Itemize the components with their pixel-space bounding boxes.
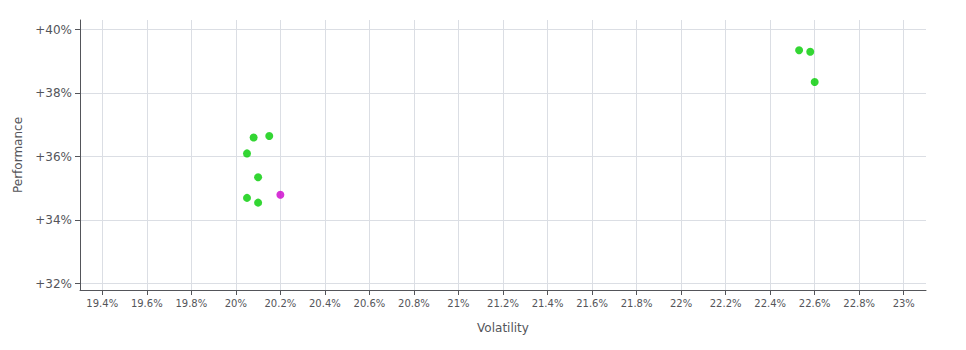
svg-text:+32%: +32% bbox=[35, 277, 72, 291]
svg-text:22.2%: 22.2% bbox=[710, 298, 742, 309]
svg-text:23%: 23% bbox=[893, 298, 915, 309]
svg-text:19.8%: 19.8% bbox=[175, 298, 207, 309]
svg-text:20.6%: 20.6% bbox=[354, 298, 386, 309]
svg-text:21.6%: 21.6% bbox=[576, 298, 608, 309]
svg-text:21.2%: 21.2% bbox=[487, 298, 519, 309]
svg-text:+40%: +40% bbox=[35, 23, 72, 37]
svg-text:22%: 22% bbox=[670, 298, 692, 309]
svg-text:21.4%: 21.4% bbox=[532, 298, 564, 309]
svg-text:+38%: +38% bbox=[35, 86, 72, 100]
svg-text:22.6%: 22.6% bbox=[799, 298, 831, 309]
svg-text:20.2%: 20.2% bbox=[264, 298, 296, 309]
svg-text:22.8%: 22.8% bbox=[843, 298, 875, 309]
svg-text:20.4%: 20.4% bbox=[309, 298, 341, 309]
svg-text:20%: 20% bbox=[225, 298, 247, 309]
svg-text:Volatility: Volatility bbox=[477, 321, 529, 335]
svg-text:+34%: +34% bbox=[35, 213, 72, 227]
svg-text:Performance: Performance bbox=[11, 117, 25, 193]
svg-text:19.6%: 19.6% bbox=[131, 298, 163, 309]
svg-text:21.8%: 21.8% bbox=[621, 298, 653, 309]
svg-text:20.8%: 20.8% bbox=[398, 298, 430, 309]
svg-text:22.4%: 22.4% bbox=[754, 298, 786, 309]
svg-text:19.4%: 19.4% bbox=[86, 298, 118, 309]
svg-text:+36%: +36% bbox=[35, 150, 72, 164]
svg-text:21%: 21% bbox=[447, 298, 469, 309]
